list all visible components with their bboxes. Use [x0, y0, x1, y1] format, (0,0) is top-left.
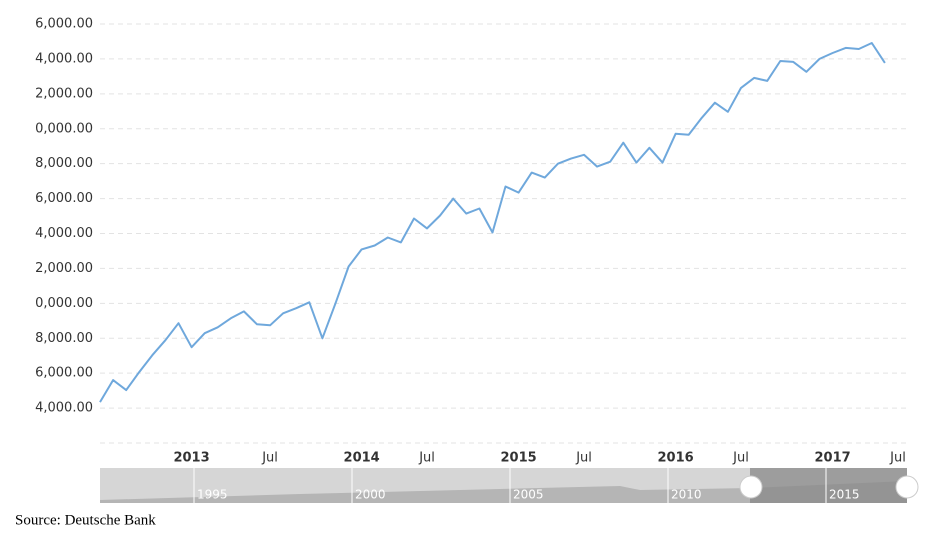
navigator-selection	[750, 468, 907, 503]
navigator-label: 2015	[829, 488, 860, 502]
y-tick-label: 8,000.00	[35, 331, 93, 346]
navigator-label: 2005	[513, 488, 544, 502]
y-tick-label: 0,000.00	[35, 296, 93, 311]
navigator-label: 2000	[355, 488, 386, 502]
x-tick-label: 2014	[344, 451, 380, 466]
y-tick-label: 4,000.00	[35, 401, 93, 416]
source: Source: Deutsche Bank	[15, 512, 156, 528]
y-tick-label: 8,000.00	[35, 156, 93, 171]
x-tick-label: Jul	[575, 451, 592, 466]
navigator-handle-left[interactable]	[739, 475, 763, 499]
line	[99, 42, 886, 403]
y-tick-label: 6,000.00	[35, 191, 93, 206]
y-tick-label: 6,000.00	[35, 17, 93, 32]
x-tick-label: 2013	[173, 451, 209, 466]
navigator-handle-right[interactable]	[895, 475, 919, 499]
x-tick-label: Jul	[418, 451, 435, 466]
y-tick-label: 0,000.00	[35, 121, 93, 136]
x-tick-label: 2016	[658, 451, 694, 466]
y-tick-label: 6,000.00	[35, 366, 93, 381]
y-tick-label: 2,000.00	[35, 261, 93, 276]
navigator-label: 1995	[197, 488, 228, 502]
x-tick-label: Jul	[732, 451, 749, 466]
y-tick-label: 4,000.00	[35, 51, 93, 66]
navigator-area	[100, 481, 907, 503]
x-tick-label: Jul	[889, 451, 906, 466]
y-tick-label: 2,000.00	[35, 86, 93, 101]
x-tick-label: 2015	[501, 451, 537, 466]
x-tick-label: Jul	[261, 451, 278, 466]
x-tick-label: 2017	[814, 451, 850, 466]
navigator: 1995 2000 2005 2010 2015	[100, 468, 919, 503]
y-tick-label: 4,000.00	[35, 226, 93, 241]
navigator-label: 2010	[671, 488, 702, 502]
